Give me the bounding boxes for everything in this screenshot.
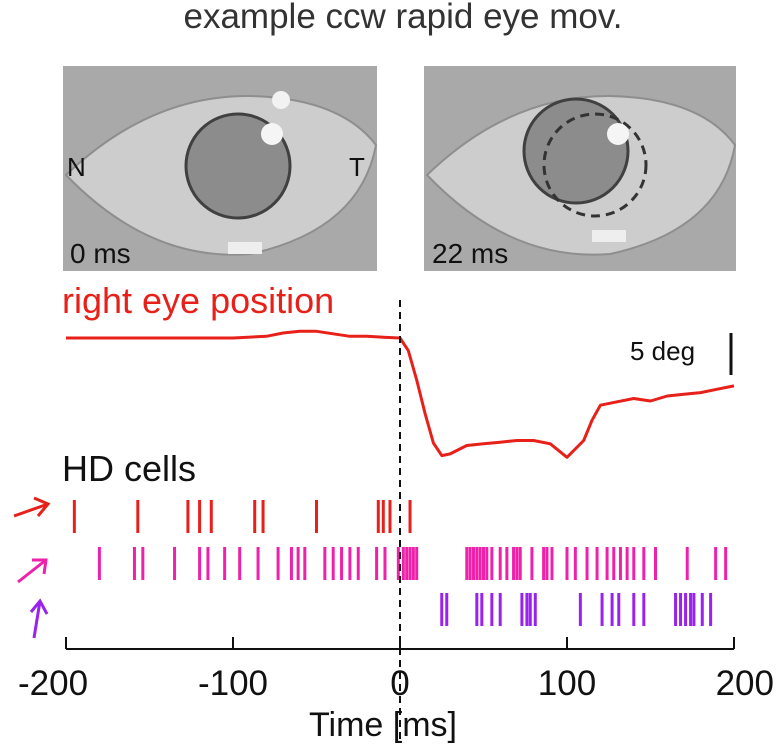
frame-time-label: 0 ms bbox=[70, 238, 131, 269]
figure-title: example ccw rapid eye mov. bbox=[184, 0, 623, 36]
scale-bar-label: 5 deg bbox=[630, 336, 695, 366]
reflection-dot bbox=[592, 230, 626, 242]
x-tick-label: 0 bbox=[390, 664, 409, 703]
reflection-dot bbox=[228, 242, 262, 254]
cell-1-arrow-icon bbox=[13, 496, 51, 518]
x-axis-ticks: -200 -100 0 100 200 bbox=[18, 637, 774, 703]
eye-frame-0ms: N T 0 ms bbox=[63, 66, 378, 271]
cell-3-arrow-icon bbox=[29, 598, 49, 639]
x-tick-label: -100 bbox=[198, 664, 268, 703]
pupil-start-outline bbox=[542, 112, 648, 218]
hd-cells-label: HD cells bbox=[62, 448, 196, 489]
x-tick-label: -200 bbox=[18, 664, 88, 703]
cell-3-raster bbox=[440, 593, 713, 626]
reflection-dot bbox=[272, 91, 290, 109]
eye-position-line bbox=[66, 329, 735, 459]
x-tick-label: 100 bbox=[538, 664, 596, 703]
reflection-dot bbox=[607, 123, 629, 145]
nasal-label: N bbox=[67, 152, 86, 182]
eye-position-label: right eye position bbox=[62, 280, 334, 321]
cell-2-arrow-icon bbox=[17, 558, 48, 584]
pupil-outline bbox=[522, 97, 630, 205]
reflection-dot bbox=[261, 123, 283, 145]
x-axis-label: Time [ms] bbox=[309, 706, 457, 744]
cell-2-raster bbox=[97, 547, 728, 580]
eye-frame-22ms: 22 ms bbox=[424, 66, 737, 271]
cell-1-raster bbox=[72, 500, 412, 533]
x-tick-label: 200 bbox=[716, 664, 774, 703]
temporal-label: T bbox=[349, 152, 365, 182]
frame-time-label: 22 ms bbox=[432, 238, 508, 269]
